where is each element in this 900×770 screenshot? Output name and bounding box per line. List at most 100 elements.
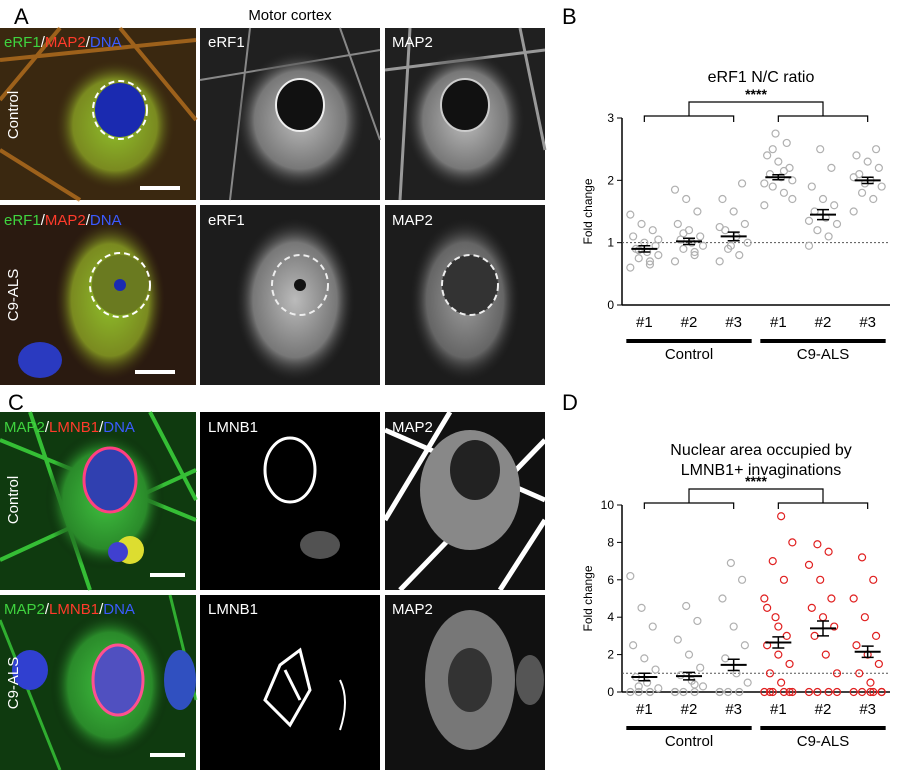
data-point <box>849 594 858 603</box>
data-point <box>743 238 752 247</box>
data-point <box>866 687 875 697</box>
merge-segment: / <box>41 34 46 51</box>
data-point <box>804 687 814 697</box>
data-point <box>816 575 825 584</box>
merge-label: MAP2/LMNB1/DNA <box>4 601 135 618</box>
merge-segment: / <box>99 601 104 618</box>
data-point <box>718 594 727 603</box>
data-point <box>726 241 735 250</box>
data-point <box>740 641 749 650</box>
data-point <box>629 641 638 650</box>
data-point <box>874 659 883 669</box>
data-point <box>637 219 646 229</box>
data-point <box>679 229 688 238</box>
data-point <box>634 254 643 263</box>
row-label: Control <box>5 476 22 524</box>
data-point <box>693 207 702 216</box>
data-point <box>782 138 791 148</box>
data-point <box>871 145 881 154</box>
y-tick-label: 0 <box>607 685 614 699</box>
merge-segment: MAP2 <box>45 34 86 51</box>
x-tick-label: #2 <box>681 314 698 331</box>
significance: **** <box>745 473 767 489</box>
channel-label: MAP2 <box>392 34 433 51</box>
data-point <box>832 687 842 697</box>
group-label: Control <box>665 733 713 750</box>
merge-segment: eRF1 <box>4 34 41 51</box>
data-point <box>774 650 783 659</box>
data-point <box>682 601 691 611</box>
data-point <box>852 641 861 650</box>
x-tick-label: #2 <box>815 701 832 718</box>
merge-segment: / <box>99 419 104 436</box>
merge-segment: MAP2 <box>4 419 45 436</box>
data-point <box>654 235 663 244</box>
data-point <box>626 263 635 272</box>
data-point <box>877 182 886 191</box>
data-point <box>637 603 646 612</box>
channel-label: LMNB1 <box>208 601 258 618</box>
panel-label: B <box>562 4 577 29</box>
data-point <box>863 157 872 166</box>
y-tick-label: 0 <box>607 298 614 312</box>
data-point <box>654 684 663 693</box>
data-point <box>804 241 814 250</box>
data-point <box>788 687 797 697</box>
data-point <box>648 622 657 631</box>
data-point <box>818 613 828 622</box>
merge-label: eRF1/MAP2/DNA <box>4 212 122 229</box>
group-label: C9-ALS <box>797 733 850 750</box>
x-tick-label: #3 <box>725 701 742 718</box>
data-point <box>715 222 724 232</box>
error-bar <box>727 231 740 242</box>
image-title: Motor cortex <box>248 7 332 24</box>
data-point <box>869 194 878 204</box>
merge-segment: DNA <box>103 419 135 436</box>
data-point <box>852 151 861 160</box>
data-point <box>693 616 702 626</box>
x-tick-label: #3 <box>725 314 742 331</box>
data-point <box>760 179 769 188</box>
data-point <box>824 232 833 241</box>
data-point <box>827 594 836 603</box>
data-point <box>818 194 828 204</box>
data-point <box>735 687 744 697</box>
row-label: Control <box>5 91 22 139</box>
error-bar <box>772 636 785 649</box>
bracket <box>643 488 869 509</box>
y-tick-label: 3 <box>607 111 614 125</box>
data-point <box>729 622 738 631</box>
data-point <box>785 659 794 669</box>
x-tick-label: #2 <box>681 701 698 718</box>
x-tick-label: #3 <box>859 701 876 718</box>
y-tick-label: 6 <box>607 573 614 587</box>
chart-title: LMNB1+ invaginations <box>681 462 842 479</box>
data-point <box>679 244 688 253</box>
error-bar <box>861 176 874 185</box>
merge-segment: / <box>45 601 50 618</box>
data-point <box>779 687 789 697</box>
data-point <box>684 650 694 659</box>
chart-title: Nuclear area occupied by <box>670 442 851 459</box>
error-bar <box>638 245 651 253</box>
data-point <box>857 553 867 562</box>
data-point <box>737 575 747 584</box>
data-point <box>855 669 864 678</box>
merge-segment: / <box>86 34 91 51</box>
data-point <box>673 219 682 229</box>
data-point <box>869 687 878 697</box>
data-point <box>860 613 869 622</box>
data-point <box>869 575 878 584</box>
merge-segment: / <box>86 212 91 229</box>
error-bar <box>727 658 740 672</box>
data-point <box>645 260 655 269</box>
data-point <box>670 687 680 697</box>
data-point <box>765 687 775 697</box>
data-point <box>690 680 699 689</box>
merge-segment: eRF1 <box>4 212 41 229</box>
chart-title: eRF1 N/C ratio <box>708 69 815 86</box>
x-tick-label: #1 <box>636 314 653 331</box>
data-point <box>670 257 680 266</box>
channel-label: eRF1 <box>208 212 245 229</box>
y-tick-label: 2 <box>607 173 614 187</box>
